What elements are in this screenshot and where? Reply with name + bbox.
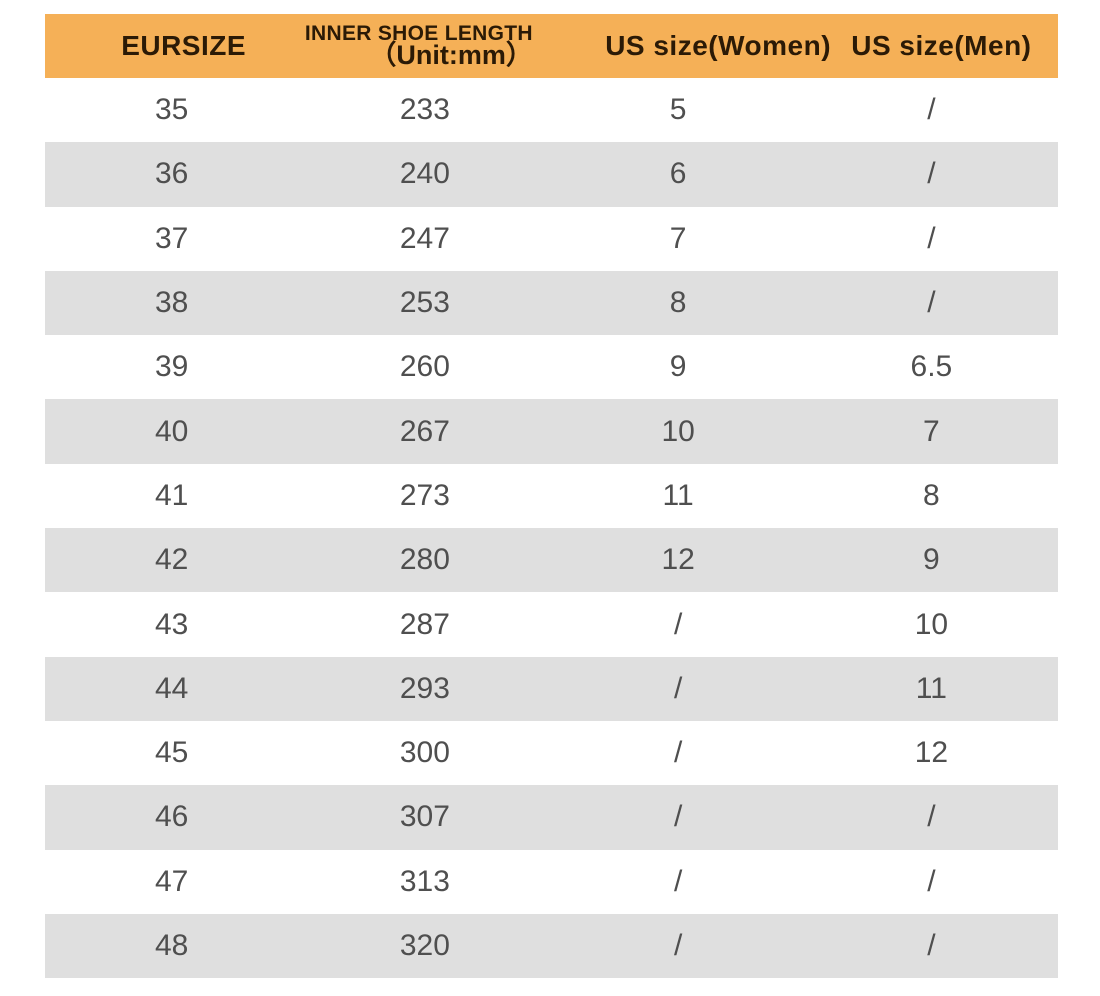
cell-eursize: 47 (154, 864, 189, 898)
cell-us-women: / (673, 607, 683, 641)
cell-us-men: 11 (915, 671, 947, 705)
header-us-size-women: US size(Women) (551, 14, 831, 78)
table-row-eur48: 48 320 / / (45, 913, 1058, 979)
cell-us-women: 10 (661, 414, 695, 448)
cell-inner-length: 313 (399, 864, 450, 898)
cell-eursize: 48 (154, 929, 189, 962)
cell-eursize: 39 (154, 350, 189, 384)
table-row-eur44: 44 293 / 11 (45, 656, 1058, 721)
cell-inner-length: 233 (399, 93, 450, 127)
table-row-eur43: 43 287 / 10 (45, 592, 1058, 657)
header-eursize-label: EURSIZE (121, 30, 247, 61)
cell-us-women: 11 (662, 478, 694, 512)
cell-eursize: 36 (154, 157, 189, 191)
cell-eursize: 40 (154, 414, 189, 448)
header-row: EURSIZE INNER SHOE LENGTH （Unit:mm） US s… (45, 14, 1058, 78)
cell-us-women: 5 (669, 93, 687, 127)
cell-us-men: / (927, 929, 936, 962)
header-inner-shoe-length-line2: （Unit:mm） (369, 39, 533, 70)
cell-eursize: 41 (154, 478, 189, 512)
cell-inner-length: 247 (399, 221, 450, 255)
table-row-eur47: 47 313 / / (45, 849, 1058, 914)
cell-inner-length: 280 (399, 543, 450, 577)
cell-inner-length: 253 (399, 286, 450, 320)
cell-us-women: / (673, 864, 683, 898)
table-row-eur39: 39 260 9 6.5 (45, 335, 1058, 400)
cell-us-women: 8 (669, 286, 687, 320)
cell-inner-length: 267 (399, 414, 450, 448)
cell-eursize: 42 (154, 543, 189, 577)
table-row-eur36: 36 240 6 / (45, 142, 1058, 207)
size-chart: EURSIZE INNER SHOE LENGTH （Unit:mm） US s… (45, 14, 1058, 979)
table-row-eur41: 41 273 11 8 (45, 463, 1058, 529)
cell-eursize: 45 (154, 736, 189, 770)
cell-inner-length: 300 (399, 736, 450, 770)
cell-eursize: 38 (154, 286, 189, 320)
cell-us-men: 9 (923, 543, 940, 577)
cell-us-men: 6.5 (910, 350, 953, 384)
size-chart-body: 35 233 5 / 36 240 6 / 37 247 7 / 38 253 … (45, 78, 1058, 979)
cell-us-men: / (927, 221, 936, 255)
cell-us-men: 12 (914, 736, 949, 770)
header-inner-shoe-length-line1: INNER SHOE LENGTH (304, 21, 533, 45)
cell-us-men: / (927, 157, 936, 191)
table-row-eur40: 40 267 10 7 (45, 399, 1058, 464)
table-row-eur42: 42 280 12 9 (45, 528, 1058, 593)
table-row-eur46: 46 307 / / (45, 785, 1058, 850)
cell-eursize: 46 (154, 800, 189, 834)
cell-us-men: 8 (923, 478, 940, 512)
header-us-size-women-label: US size(Women) (605, 30, 832, 61)
cell-eursize: 43 (154, 607, 189, 641)
header-us-size-men-label: US size(Men) (851, 30, 1032, 61)
cell-us-women: 9 (669, 350, 687, 384)
cell-inner-length: 287 (399, 607, 450, 641)
table-row-eur38: 38 253 8 / (45, 270, 1058, 336)
cell-inner-length: 307 (399, 800, 450, 834)
table-row-eur35: 35 233 5 / (45, 78, 1058, 143)
cell-us-men: / (927, 286, 936, 320)
cell-us-women: / (673, 800, 683, 834)
size-chart-table: EURSIZE INNER SHOE LENGTH （Unit:mm） US s… (45, 14, 1058, 979)
cell-inner-length: 320 (399, 929, 450, 962)
size-chart-header: EURSIZE INNER SHOE LENGTH （Unit:mm） US s… (45, 14, 1058, 78)
cell-us-men: / (927, 864, 936, 898)
cell-inner-length: 293 (399, 671, 450, 705)
cell-us-men: 10 (914, 607, 949, 641)
table-row-eur37: 37 247 7 / (45, 206, 1058, 271)
cell-eursize: 35 (154, 93, 189, 127)
cell-us-women: / (673, 736, 683, 770)
cell-us-women: / (673, 929, 683, 962)
table-row-eur45: 45 300 / 12 (45, 720, 1058, 786)
cell-eursize: 37 (154, 221, 189, 255)
header-us-size-men: US size(Men) (804, 14, 1058, 78)
cell-us-women: / (673, 671, 683, 705)
header-inner-shoe-length: INNER SHOE LENGTH （Unit:mm） (298, 14, 552, 78)
cell-inner-length: 260 (399, 350, 450, 384)
cell-us-men: 7 (923, 414, 940, 448)
cell-inner-length: 240 (399, 157, 450, 191)
cell-us-women: 6 (669, 157, 687, 191)
cell-us-women: 12 (661, 543, 695, 577)
header-inner-shoe-length-label: INNER SHOE LENGTH （Unit:mm） (304, 21, 533, 70)
cell-eursize: 44 (154, 671, 189, 705)
header-eursize: EURSIZE (45, 14, 299, 78)
cell-inner-length: 273 (399, 478, 450, 512)
cell-us-men: / (927, 93, 936, 127)
cell-us-men: / (927, 800, 936, 834)
cell-us-women: 7 (669, 221, 687, 255)
